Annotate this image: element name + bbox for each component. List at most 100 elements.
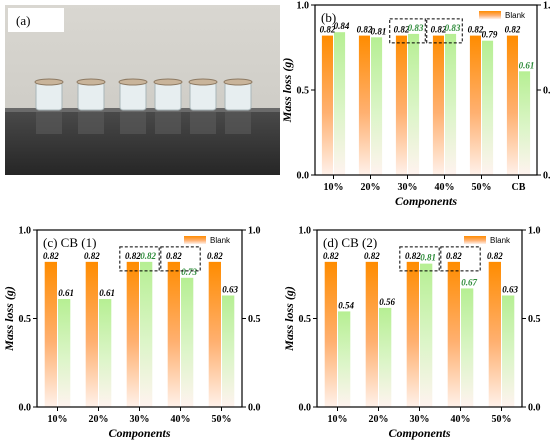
bar-blank xyxy=(126,261,139,407)
bar-sample xyxy=(371,37,383,175)
beakers xyxy=(34,78,253,134)
bar-blank xyxy=(365,261,378,407)
x-tick-label: 20% xyxy=(361,182,381,193)
bar-blank xyxy=(208,261,221,407)
y-tick-label: 0.0 xyxy=(299,403,312,414)
data-label: 0.82 xyxy=(84,251,100,261)
x-tick-label: 30% xyxy=(410,414,430,425)
highlight-box xyxy=(440,246,481,272)
x-tick-label: 40% xyxy=(171,414,191,425)
bar-blank xyxy=(506,35,518,175)
beaker xyxy=(76,78,106,134)
data-label: 0.54 xyxy=(338,300,354,310)
photo-tag: (a) xyxy=(16,13,30,28)
legend-label: Blank xyxy=(505,11,526,20)
x-tick-label: 10% xyxy=(48,414,68,425)
beaker xyxy=(188,78,218,134)
data-label: 0.82 xyxy=(166,251,182,261)
data-label: 0.82 xyxy=(364,251,380,261)
bar-blank xyxy=(324,261,337,407)
x-tick-label: 10% xyxy=(324,182,344,193)
y-tick-label-right: 0.0 xyxy=(543,171,550,182)
data-label: 0.82 xyxy=(446,251,462,261)
legend-swatch xyxy=(184,236,206,244)
x-tick-label: 30% xyxy=(130,414,150,425)
bar-sample xyxy=(99,299,112,407)
bar-blank xyxy=(469,35,481,175)
x-tick-label: 50% xyxy=(472,182,492,193)
chart-panel: 0.820.8410%0.820.8120%0.820.8330%0.820.8… xyxy=(280,1,550,209)
x-tick-label: 50% xyxy=(212,414,232,425)
y-tick-label: 1.0 xyxy=(297,1,310,12)
bar-sample xyxy=(408,33,420,176)
y-tick-label-right: 0.5 xyxy=(528,314,541,325)
legend-swatch xyxy=(479,11,501,19)
panel-tag: (d) CB (2) xyxy=(323,235,377,250)
y-axis-label: Mass loss (g) xyxy=(282,286,296,352)
x-tick-label: CB xyxy=(512,182,526,193)
data-label: 0.81 xyxy=(371,26,387,36)
data-label: 0.83 xyxy=(445,23,461,33)
bar-sample xyxy=(181,277,194,407)
legend-swatch xyxy=(464,236,486,244)
bar-sample xyxy=(379,307,392,407)
data-label: 0.56 xyxy=(379,297,395,307)
data-label: 0.84 xyxy=(334,21,350,31)
bar-blank xyxy=(488,261,501,407)
bar-sample xyxy=(461,288,474,407)
data-label: 0.82 xyxy=(140,251,156,261)
bar-blank xyxy=(85,261,98,407)
beaker xyxy=(34,78,64,134)
data-label: 0.82 xyxy=(431,25,447,35)
y-tick-label: 1.0 xyxy=(299,226,312,237)
highlight-box xyxy=(399,246,440,272)
data-label: 0.82 xyxy=(357,25,373,35)
y-tick-label: 0.5 xyxy=(299,314,312,325)
x-tick-label: 10% xyxy=(328,414,348,425)
legend-label: Blank xyxy=(490,236,511,245)
data-label: 0.79 xyxy=(482,30,498,40)
data-label: 0.82 xyxy=(468,25,484,35)
bar-blank xyxy=(358,35,370,175)
y-tick-label-right: 0.5 xyxy=(248,314,261,325)
bar-blank xyxy=(167,261,180,407)
data-label: 0.73 xyxy=(181,267,197,277)
data-label: 0.83 xyxy=(408,23,424,33)
data-label: 0.82 xyxy=(394,25,410,35)
data-label: 0.63 xyxy=(222,284,238,294)
highlight-box xyxy=(426,18,463,44)
photo-panel: (a) xyxy=(5,5,280,175)
bar-blank xyxy=(447,261,460,407)
data-label: 0.67 xyxy=(461,277,477,287)
bar-sample xyxy=(502,295,515,407)
beaker xyxy=(223,78,253,134)
y-tick-label-right: 0.0 xyxy=(528,403,541,414)
y-tick-label-right: 1.0 xyxy=(248,226,261,237)
data-label: 0.81 xyxy=(420,253,436,263)
x-tick-label: 40% xyxy=(451,414,471,425)
highlight-box xyxy=(119,246,160,272)
x-axis-label: Components xyxy=(388,426,450,440)
bar-sample xyxy=(420,263,433,407)
x-tick-label: 50% xyxy=(492,414,512,425)
data-label: 0.82 xyxy=(125,251,141,261)
y-tick-label-right: 0.0 xyxy=(248,403,261,414)
bar-sample xyxy=(482,40,494,176)
bar-blank xyxy=(395,35,407,175)
data-label: 0.61 xyxy=(99,288,115,298)
bar-sample xyxy=(222,295,235,407)
x-tick-label: 40% xyxy=(435,182,455,193)
data-label: 0.61 xyxy=(519,60,535,70)
bar-blank xyxy=(432,35,444,175)
bar-sample xyxy=(58,299,71,407)
y-tick-label: 1.0 xyxy=(19,226,32,237)
y-tick-label-right: 1.0 xyxy=(528,226,541,237)
legend-label: Blank xyxy=(210,236,231,245)
y-tick-label: 0.0 xyxy=(19,403,32,414)
bar-sample xyxy=(140,261,153,407)
bar-sample xyxy=(519,71,531,175)
data-label: 0.82 xyxy=(207,251,223,261)
y-tick-label: 0.5 xyxy=(19,314,32,325)
